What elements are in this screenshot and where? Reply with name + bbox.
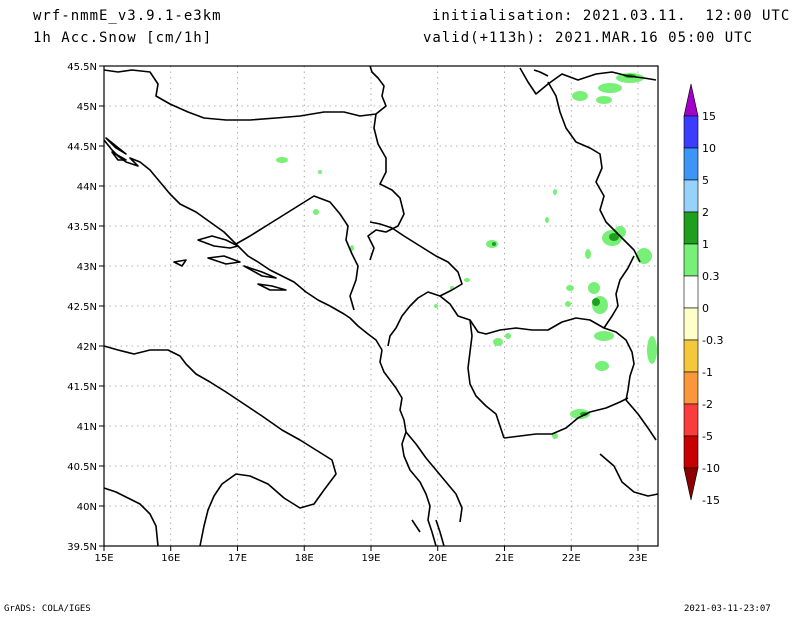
colorbar-label: -10 <box>702 462 720 475</box>
colorbar-segment <box>683 435 699 469</box>
lat-tick-label: 45.5N <box>67 62 97 73</box>
colorbar-segment <box>683 179 699 213</box>
snow-shading <box>276 73 657 439</box>
lat-tick-label: 45N <box>77 102 97 113</box>
lon-tick-label: 20E <box>428 553 447 564</box>
colorbar-segment <box>683 275 699 309</box>
lon-tick-label: 18E <box>295 553 314 564</box>
lat-tick-label: 40N <box>77 502 97 513</box>
lat-tick-label: 41.5N <box>67 382 97 393</box>
lon-tick-label: 21E <box>495 553 514 564</box>
colorbar-segment <box>683 115 699 149</box>
colorbar: 15 10 5 2 1 0.3 0 -0.3 -1 -2 -5 -10 -15 <box>683 83 723 507</box>
colorbar-label: -0.3 <box>702 334 723 347</box>
colorbar-segment <box>683 403 699 437</box>
lat-tick-label: 41N <box>77 422 97 433</box>
valid-time: valid(+113h): 2021.MAR.16 05:00 UTC <box>423 30 754 46</box>
colorbar-top-arrow <box>683 83 699 117</box>
colorbar-label: 10 <box>702 142 716 155</box>
colorbar-segment <box>683 339 699 373</box>
lat-tick-label: 39.5N <box>67 542 97 553</box>
colorbar-label: 0.3 <box>702 270 720 283</box>
colorbar-label: 1 <box>702 238 709 251</box>
lat-tick-label: 40.5N <box>67 462 97 473</box>
colorbar-segment <box>683 371 699 405</box>
colorbar-segment <box>683 147 699 181</box>
lon-tick-label: 15E <box>94 553 113 564</box>
colorbar-segment <box>683 307 699 341</box>
model-title: wrf-nmmE_v3.9.1-e3km <box>33 8 222 24</box>
lat-tick-label: 42.5N <box>67 302 97 313</box>
footer-credit: GrADS: COLA/IGES <box>4 604 91 614</box>
colorbar-bottom-arrow <box>683 467 699 501</box>
lon-tick-label: 16E <box>161 553 180 564</box>
colorbar-label: 15 <box>702 110 716 123</box>
latitude-tick-labels: 39.5N 40N 40.5N 41N 41.5N 42N 42.5N 43N 43.5N 44N… <box>67 62 97 553</box>
lon-tick-label: 22E <box>562 553 581 564</box>
longitude-tick-labels: 15E 16E 17E 18E 19E 20E 21E 22E 23E <box>94 553 647 564</box>
initialisation-time: initialisation: 2021.03.11. 12:00 UTC <box>432 8 791 24</box>
footer-timestamp: 2021-03-11-23:07 <box>684 604 771 614</box>
colorbar-label: -1 <box>702 366 713 379</box>
lon-tick-label: 19E <box>361 553 380 564</box>
colorbar-label: 5 <box>702 174 709 187</box>
colorbar-label: -2 <box>702 398 713 411</box>
lat-tick-label: 44.5N <box>67 142 97 153</box>
colorbar-label: -15 <box>702 494 720 507</box>
colorbar-label: -5 <box>702 430 713 443</box>
colorbar-segment <box>683 243 699 277</box>
colorbar-label: 0 <box>702 302 709 315</box>
variable-title: 1h Acc.Snow [cm/1h] <box>33 30 213 46</box>
lat-tick-label: 43N <box>77 262 97 273</box>
coastlines-and-borders <box>103 65 659 547</box>
lon-tick-label: 23E <box>628 553 647 564</box>
lon-tick-label: 17E <box>228 553 247 564</box>
colorbar-segment <box>683 211 699 245</box>
colorbar-label: 2 <box>702 206 709 219</box>
gridlines <box>99 65 658 551</box>
lat-tick-label: 42N <box>77 342 97 353</box>
lat-tick-label: 44N <box>77 182 97 193</box>
lat-tick-label: 43.5N <box>67 222 97 233</box>
map-frame <box>103 65 659 547</box>
